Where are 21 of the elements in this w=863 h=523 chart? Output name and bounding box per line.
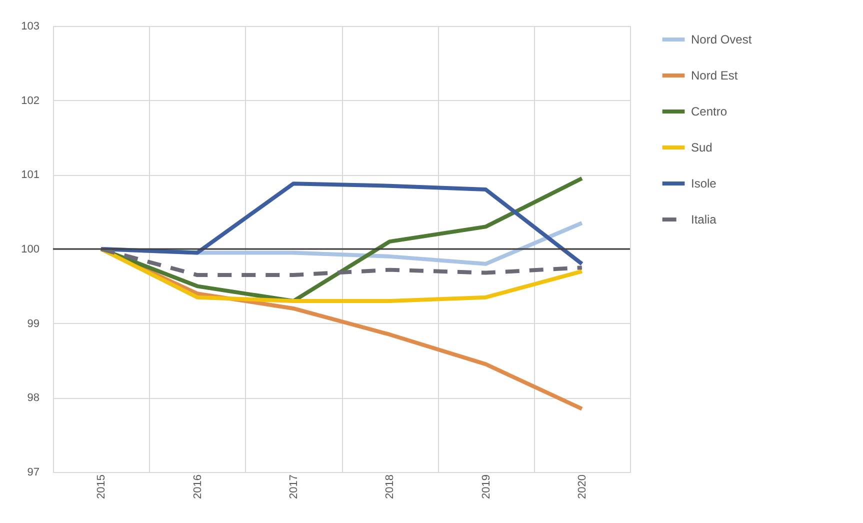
legend-label: Nord Ovest	[691, 32, 752, 46]
y-tick-label: 100	[21, 244, 40, 256]
x-tick-label: 2017	[288, 474, 300, 499]
y-tick-label: 101	[21, 169, 40, 182]
line-series	[99, 247, 584, 278]
legend-label: Italia	[691, 212, 717, 226]
legend-label: Sud	[691, 140, 712, 154]
x-tick-label: 2015	[96, 474, 108, 499]
y-tick-label: 102	[21, 94, 40, 107]
line-series	[99, 182, 584, 266]
legend-label: Isole	[691, 176, 717, 190]
x-tick-label: 2018	[384, 474, 396, 499]
legend-label: Centro	[691, 104, 728, 118]
y-tick-label: 98	[27, 392, 40, 404]
x-tick-label: 2016	[192, 474, 204, 499]
y-tick-label: 97	[27, 466, 40, 478]
legend-label: Nord Est	[691, 68, 738, 82]
y-tick-label: 103	[21, 20, 40, 32]
x-tick-label: 2019	[480, 474, 492, 499]
y-tick-label: 99	[27, 318, 40, 330]
x-tick-label: 2020	[576, 474, 588, 499]
